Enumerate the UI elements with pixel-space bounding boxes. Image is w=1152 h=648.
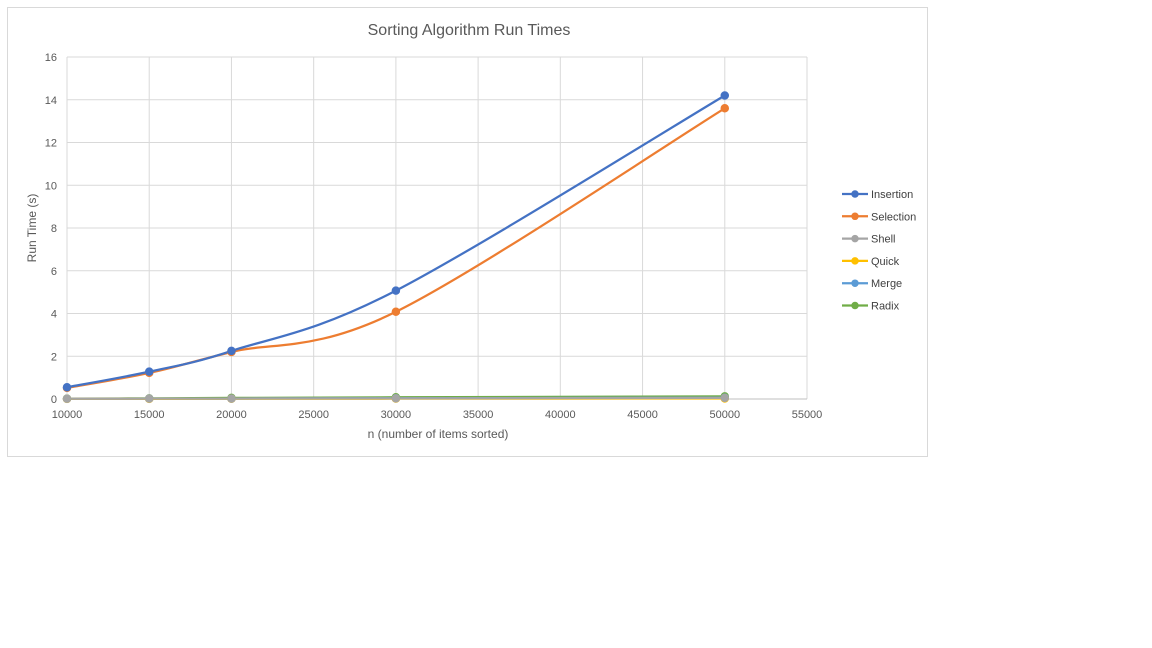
- chart-title: Sorting Algorithm Run Times: [368, 22, 571, 39]
- x-tick-label: 50000: [709, 409, 740, 421]
- legend-label-merge: Merge: [871, 278, 902, 290]
- data-point-selection: [391, 307, 401, 317]
- x-tick-label: 40000: [545, 409, 576, 421]
- legend-label-insertion: Insertion: [871, 189, 913, 201]
- x-tick-label: 35000: [463, 409, 494, 421]
- x-tick-label: 10000: [52, 409, 83, 421]
- data-point-shell: [720, 393, 730, 403]
- data-markers: [62, 91, 730, 404]
- y-tick-label: 2: [51, 351, 57, 363]
- y-tick-label: 4: [51, 309, 57, 321]
- x-tick-label: 30000: [381, 409, 412, 421]
- line-chart: Sorting Algorithm Run Times 0 2 4 6 8 10 12 14 1…: [25, 22, 916, 441]
- data-point-shell: [391, 394, 401, 403]
- x-tick-label: 45000: [627, 409, 658, 421]
- legend-swatch-marker: [851, 257, 859, 265]
- data-point-selection: [720, 104, 730, 113]
- legend-label-radix: Radix: [871, 301, 900, 313]
- axes: 0 2 4 6 8 10 12 14 16 10000 15000 20000 25000 30000 35…: [45, 52, 823, 421]
- grid-lines: [66, 56, 808, 399]
- data-point-insertion: [227, 346, 236, 356]
- legend-item-radix: Radix: [842, 301, 900, 313]
- legend-swatch-marker: [851, 279, 859, 287]
- x-tick-label: 25000: [298, 409, 329, 421]
- data-point-shell: [62, 394, 72, 404]
- legend-swatch-marker: [851, 301, 859, 310]
- y-tick-label: 0: [51, 394, 57, 406]
- legend-label-quick: Quick: [871, 256, 900, 268]
- x-tick-label: 20000: [216, 409, 247, 421]
- series-lines: [65, 94, 726, 401]
- data-point-insertion: [720, 91, 730, 100]
- chart-container: Sorting Algorithm Run Times 0 2 4 6 8 10 12 14 1…: [7, 7, 928, 457]
- data-point-insertion: [391, 286, 401, 295]
- x-tick-label: 15000: [134, 409, 165, 421]
- data-point-insertion: [144, 367, 154, 376]
- data-point-insertion: [62, 382, 72, 392]
- data-point-shell: [227, 394, 236, 403]
- x-tick-label: 55000: [792, 409, 823, 421]
- legend-swatch-marker: [851, 212, 859, 221]
- series-line-insertion: [65, 94, 726, 389]
- legend-swatch-marker: [851, 234, 859, 243]
- y-tick-label: 6: [51, 266, 57, 278]
- y-tick-label: 16: [45, 52, 57, 64]
- y-tick-label: 8: [51, 223, 57, 235]
- y-tick-label: 10: [45, 180, 57, 192]
- legend-swatch-marker: [851, 190, 859, 198]
- legend-item-merge: Merge: [842, 278, 902, 290]
- data-point-shell: [144, 394, 154, 403]
- legend-label-selection: Selection: [871, 211, 916, 223]
- series-line-shell: [65, 396, 726, 400]
- legend-item-quick: Quick: [842, 256, 900, 268]
- y-axis-title: Run Time (s): [25, 194, 39, 263]
- legend-item-insertion: Insertion: [842, 189, 913, 201]
- x-axis-title: n (number of items sorted): [368, 427, 509, 441]
- y-tick-label: 14: [45, 95, 57, 107]
- legend-item-shell: Shell: [842, 234, 895, 246]
- legend-item-selection: Selection: [842, 211, 916, 223]
- y-tick-label: 12: [45, 138, 57, 150]
- legend: Insertion Selection Shell Quick Merge Radix: [842, 189, 916, 313]
- legend-label-shell: Shell: [871, 234, 895, 246]
- series-line-selection: [65, 107, 726, 390]
